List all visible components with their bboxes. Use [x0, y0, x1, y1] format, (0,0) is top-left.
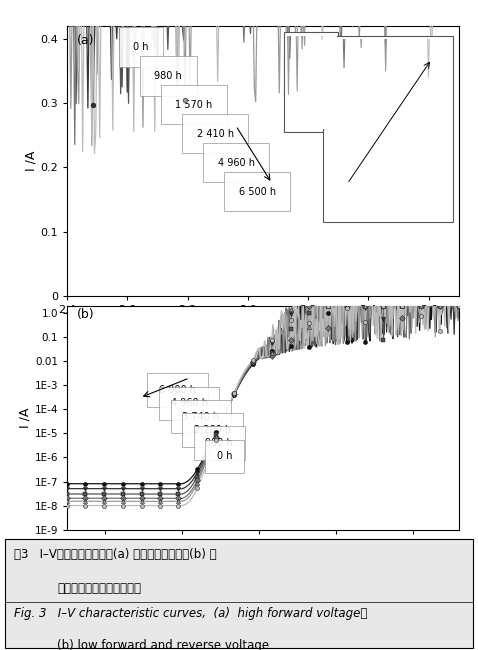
Text: (b): (b): [76, 307, 94, 320]
Text: 2 200 h: 2 200 h: [194, 425, 231, 435]
X-axis label: V /V: V /V: [250, 552, 275, 565]
Text: (b) low forward and reverse voltage.: (b) low forward and reverse voltage.: [57, 638, 273, 650]
Bar: [284, 32, 338, 132]
Text: 4 960 h: 4 960 h: [217, 158, 255, 168]
X-axis label: V /V: V /V: [250, 318, 275, 331]
Text: (a): (a): [76, 34, 94, 47]
Text: 6 000 h: 6 000 h: [159, 385, 196, 395]
Text: 6 500 h: 6 500 h: [239, 187, 276, 196]
Text: 980 h: 980 h: [205, 438, 233, 448]
Bar: [323, 36, 453, 222]
FancyBboxPatch shape: [5, 538, 473, 647]
Text: Fig. 3   I–V characteristic curves,  (a)  high forward voltage；: Fig. 3 I–V characteristic curves, (a) hi…: [14, 607, 368, 620]
Y-axis label: I /A: I /A: [24, 151, 37, 171]
Text: 980 h: 980 h: [154, 71, 182, 81]
Text: 3 740 h: 3 740 h: [182, 411, 219, 422]
Text: 0 h: 0 h: [217, 451, 232, 462]
Text: 1 570 h: 1 570 h: [175, 100, 213, 110]
Text: 2 410 h: 2 410 h: [196, 129, 234, 138]
Text: 4 960 h: 4 960 h: [171, 398, 207, 408]
Text: 向小电压及反向电压区域。: 向小电压及反向电压区域。: [57, 582, 141, 595]
Text: 0 h: 0 h: [133, 42, 149, 52]
Y-axis label: I /A: I /A: [19, 408, 32, 428]
Text: 图3   I–V特性曲线变化图，(a) 高偏置电压区域；(b) 正: 图3 I–V特性曲线变化图，(a) 高偏置电压区域；(b) 正: [14, 547, 217, 560]
